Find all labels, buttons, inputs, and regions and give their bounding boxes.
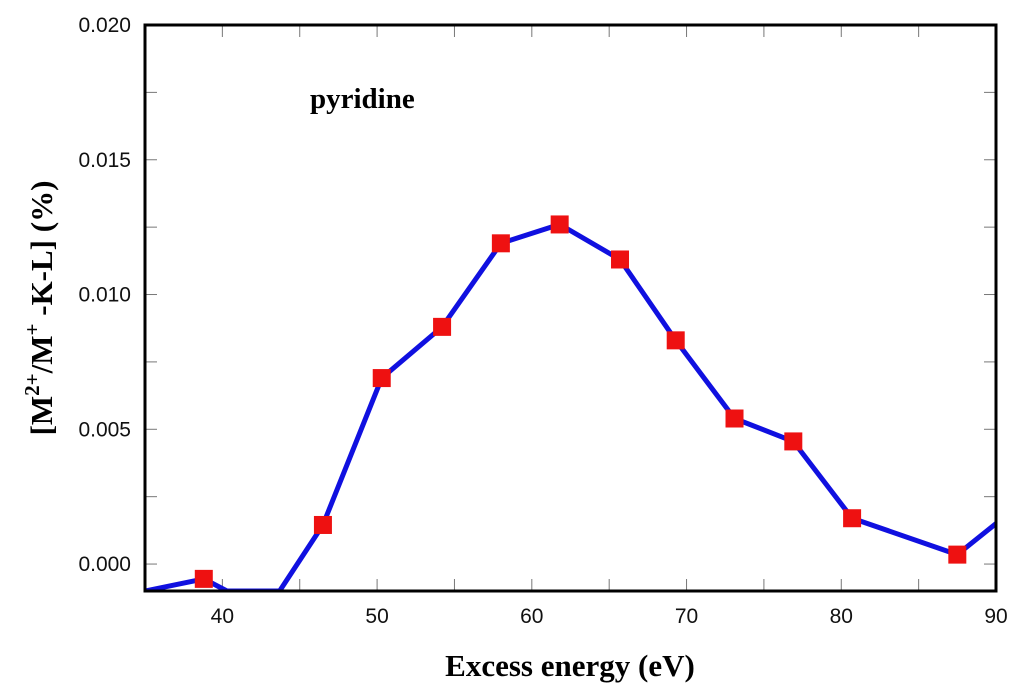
data-point-marker bbox=[372, 369, 391, 388]
y-axis-title: [M2+/M+ -K-L] (%) bbox=[20, 181, 59, 436]
y-axis-title-close: -K-L] (%) bbox=[24, 181, 59, 324]
data-point-marker bbox=[313, 515, 332, 534]
x-axis-title: Excess energy (eV) bbox=[445, 648, 695, 683]
y-axis-title-sup1: 2+ bbox=[20, 373, 44, 395]
plot-frame bbox=[143, 23, 998, 593]
x-axis-ticks: 40 50 60 70 80 90 bbox=[144, 25, 1008, 628]
y-tick-label: 0.020 bbox=[78, 14, 131, 37]
data-point-marker bbox=[666, 331, 685, 350]
data-point-marker bbox=[784, 432, 803, 451]
series-line bbox=[145, 221, 996, 591]
y-axis-title-mid: /M bbox=[24, 335, 59, 374]
y-tick-label: 0.000 bbox=[78, 553, 131, 576]
data-point-marker bbox=[194, 569, 213, 588]
data-point-marker bbox=[491, 234, 510, 253]
x-tick-label: 80 bbox=[830, 605, 853, 628]
data-point-marker bbox=[433, 317, 452, 336]
data-point-marker bbox=[948, 545, 967, 564]
data-point-marker bbox=[725, 409, 744, 428]
data-point-marker bbox=[611, 250, 630, 269]
chart-annotation: pyridine bbox=[310, 83, 415, 115]
y-tick-label: 0.010 bbox=[78, 284, 131, 307]
data-point-marker bbox=[843, 509, 862, 528]
y-axis-title-sup2: + bbox=[20, 324, 44, 336]
x-tick-label: 60 bbox=[520, 605, 543, 628]
x-tick-label: 50 bbox=[365, 605, 388, 628]
x-tick-label: 90 bbox=[984, 605, 1007, 628]
data-point-marker bbox=[550, 215, 569, 234]
y-tick-label: 0.005 bbox=[78, 418, 131, 441]
y-tick-label: 0.015 bbox=[78, 149, 131, 172]
x-tick-label: 70 bbox=[675, 605, 698, 628]
x-tick-label: 40 bbox=[211, 605, 234, 628]
y-axis-title-open: [M bbox=[24, 396, 59, 436]
y-axis-ticks: 0.000 0.005 0.010 0.015 0.020 bbox=[78, 14, 996, 576]
plot-area bbox=[145, 215, 996, 591]
